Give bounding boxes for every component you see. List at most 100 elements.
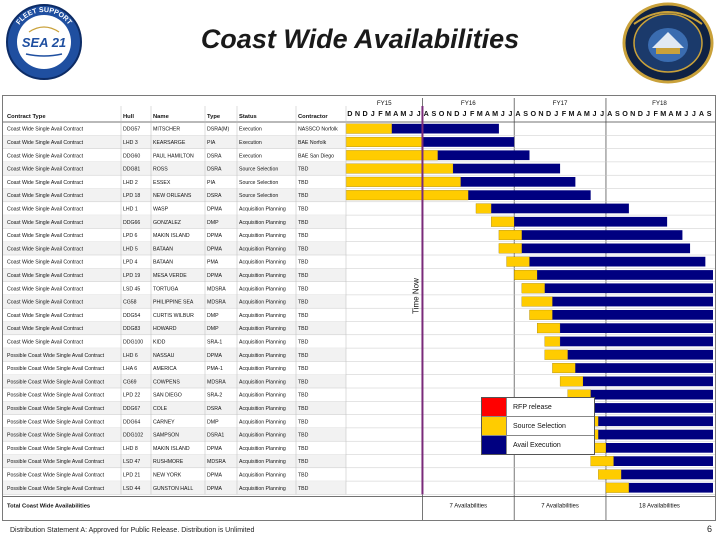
contract-type-cell: Coast Wide Single Avail Contract: [7, 260, 84, 266]
contract-type-cell: Coast Wide Single Avail Contract: [7, 167, 84, 173]
source-selection-bar: [605, 482, 630, 493]
status-cell: Execution: [239, 140, 262, 146]
source-selection-bar: [491, 216, 515, 227]
ship-name-cell: MAKIN ISLAND: [153, 233, 190, 239]
navsea-seal-icon: [622, 2, 714, 84]
sea21-logo: FLEET SUPPORT INACTIVE SHIPS SEA 21: [6, 4, 82, 80]
ship-name-cell: NEW ORLEANS: [153, 193, 192, 199]
total-value: 7 Availabilities: [450, 503, 488, 509]
contract-type-cell: Coast Wide Single Avail Contract: [7, 180, 84, 186]
source-selection-bar: [498, 230, 523, 241]
hull-cell: DDG54: [123, 313, 140, 319]
hull-cell: DDG81: [123, 167, 140, 173]
contract-type-cell: Coast Wide Single Avail Contract: [7, 193, 84, 199]
month-label: A: [607, 109, 612, 118]
month-label: S: [615, 109, 620, 118]
month-label: M: [492, 109, 498, 118]
month-label: J: [417, 109, 421, 118]
month-label: M: [660, 109, 666, 118]
avail-type-cell: DSRA: [207, 153, 222, 159]
contract-type-cell: Coast Wide Single Avail Contract: [7, 206, 84, 212]
avail-execution-bar: [491, 203, 629, 214]
status-cell: Acquisition Planning: [239, 446, 286, 452]
contract-type-cell: Possible Coast Wide Single Avail Contrac…: [7, 419, 105, 425]
contract-type-cell: Coast Wide Single Avail Contract: [7, 127, 84, 133]
status-cell: Acquisition Planning: [239, 286, 286, 292]
month-label: M: [676, 109, 682, 118]
avail-type-cell: DMP: [207, 419, 219, 425]
month-label: F: [470, 109, 475, 118]
month-label: J: [692, 109, 696, 118]
avail-execution-bar: [514, 216, 668, 227]
ship-name-cell: SAMPSON: [153, 433, 179, 439]
total-value: 18 Availabilities: [639, 503, 680, 509]
ship-name-cell: RUSHMORE: [153, 459, 184, 465]
contractor-cell: NASSCO Norfolk: [298, 127, 338, 133]
month-label: M: [477, 109, 483, 118]
contractor-cell: TBD: [298, 246, 309, 252]
avail-execution-bar: [422, 137, 515, 147]
contract-type-cell: Possible Coast Wide Single Avail Contrac…: [7, 366, 105, 372]
total-label: Total Coast Wide Availabilities: [7, 503, 90, 509]
ship-name-cell: BATAAN: [153, 246, 173, 252]
avail-type-cell: MDSRA: [207, 459, 226, 465]
contractor-cell: TBD: [298, 406, 309, 412]
legend-swatch-avail-execution: [482, 436, 507, 454]
row-shade: [3, 427, 346, 442]
avail-type-cell: PIA: [207, 180, 216, 186]
avail-execution-bar: [453, 163, 561, 174]
month-label: N: [447, 109, 452, 118]
avail-type-cell: DPMA: [207, 273, 223, 279]
row-shade: [3, 321, 346, 335]
legend-item-source-selection: Source Selection: [482, 417, 594, 436]
schedule-legend: RFP release Source Selection Avail Execu…: [481, 397, 595, 455]
status-cell: Acquisition Planning: [239, 273, 286, 279]
contractor-cell: TBD: [298, 366, 309, 372]
contract-type-cell: Coast Wide Single Avail Contract: [7, 300, 84, 306]
month-label: O: [622, 109, 628, 118]
source-selection-bar: [552, 363, 576, 374]
fiscal-year-label: FY15: [377, 100, 392, 107]
fiscal-year-label: FY18: [652, 100, 667, 107]
legend-label-avail-execution: Avail Execution: [513, 441, 561, 449]
hull-cell: LSD 44: [123, 486, 140, 492]
legend-swatch-source-selection: [482, 417, 507, 435]
avail-execution-bar: [598, 429, 713, 440]
legend-label-source-selection: Source Selection: [513, 422, 566, 430]
contractor-cell: TBD: [298, 260, 309, 266]
avail-execution-bar: [529, 256, 706, 267]
contractor-cell: TBD: [298, 459, 309, 465]
source-selection-bar: [345, 150, 438, 161]
availability-schedule-sheet: Contract Type Hull Name Type Status Contracto…: [2, 95, 716, 521]
total-value: 7 Availabilities: [541, 503, 579, 509]
avail-execution-bar: [583, 376, 713, 387]
page-number: 6: [706, 524, 712, 534]
hull-cell: CG58: [123, 300, 137, 306]
avail-type-cell: DSRA: [207, 167, 222, 173]
avail-execution-bar: [575, 363, 713, 373]
status-cell: Acquisition Planning: [239, 206, 286, 212]
hull-cell: LPD 4: [123, 260, 138, 266]
ship-name-cell: COWPENS: [153, 379, 180, 385]
month-label: J: [646, 109, 650, 118]
avail-execution-bar: [521, 243, 691, 254]
ship-name-cell: NASSAU: [153, 353, 175, 359]
source-selection-bar: [544, 349, 568, 360]
ship-name-cell: CARNEY: [153, 419, 175, 425]
avail-type-cell: DMP: [207, 220, 219, 226]
row-shade: [3, 401, 346, 415]
contract-type-cell: Possible Coast Wide Single Avail Contrac…: [7, 446, 105, 452]
source-selection-bar: [529, 309, 553, 320]
month-label: O: [531, 109, 537, 118]
avail-type-cell: SRA-2: [207, 393, 222, 399]
avail-execution-bar: [552, 296, 713, 307]
avail-execution-bar: [552, 310, 713, 320]
ship-name-cell: HOWARD: [153, 326, 177, 332]
contractor-cell: BAE Norfolk: [298, 140, 327, 146]
month-label: D: [546, 109, 551, 118]
month-label: J: [409, 109, 413, 118]
ship-name-cell: SAN DIEGO: [153, 393, 182, 399]
logo-center-text: SEA 21: [22, 35, 66, 50]
contract-type-cell: Coast Wide Single Avail Contract: [7, 326, 84, 332]
month-label: A: [515, 109, 520, 118]
